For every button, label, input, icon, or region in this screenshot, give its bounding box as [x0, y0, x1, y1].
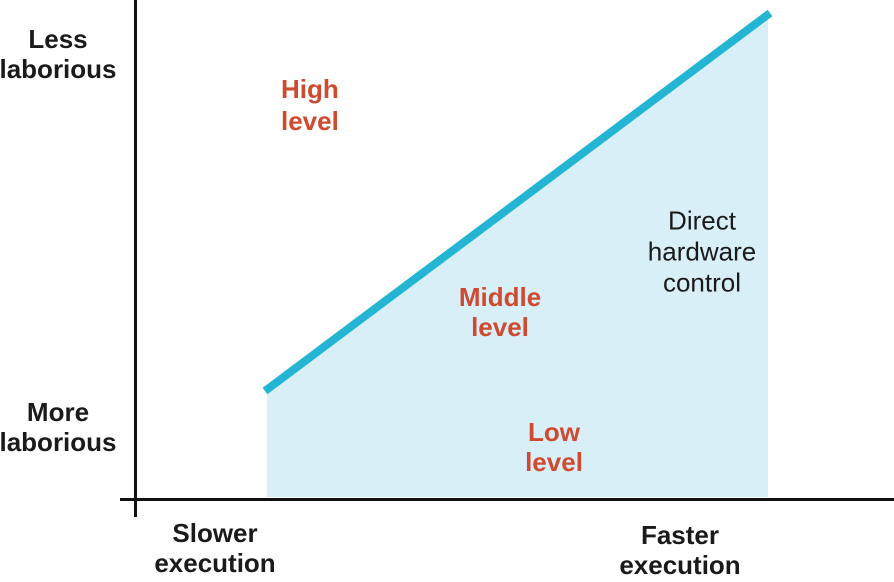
region-label-middle-level: Middle level [458, 282, 542, 342]
region-label-direct-hardware-control: Direct hardware control [647, 205, 757, 298]
y-axis-label-more-laborious: More laborious [0, 397, 117, 457]
x-axis-line [120, 498, 894, 501]
region-label-low-level: Low level [525, 417, 583, 477]
tradeoff-diagonal-line [262, 9, 773, 395]
x-axis-label-faster-execution: Faster execution [619, 520, 741, 580]
y-axis-line [134, 0, 137, 517]
region-label-high-level: High level [281, 74, 339, 136]
x-axis-label-slower-execution: Slower execution [154, 518, 276, 578]
languages-region-fill [267, 17, 768, 497]
y-axis-label-less-laborious: Less laborious [0, 24, 117, 84]
